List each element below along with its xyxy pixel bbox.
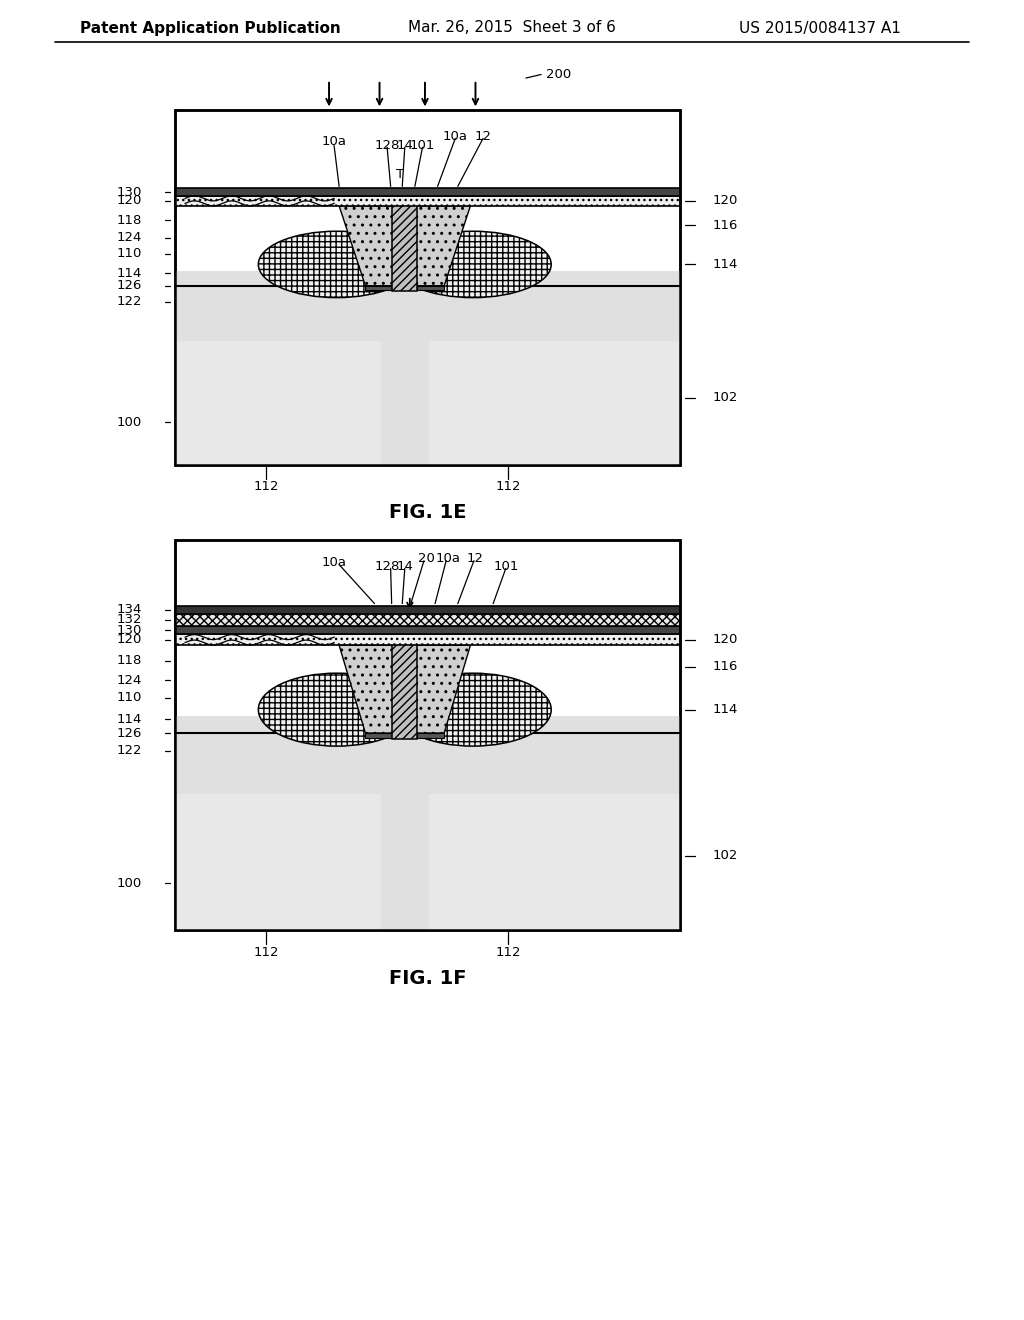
Text: 118: 118 xyxy=(117,655,142,668)
Text: 10a: 10a xyxy=(322,136,346,148)
Text: 112: 112 xyxy=(496,480,521,494)
Text: Patent Application Publication: Patent Application Publication xyxy=(80,21,340,36)
Text: 132: 132 xyxy=(117,614,142,627)
Polygon shape xyxy=(418,285,444,290)
Bar xyxy=(175,717,381,793)
Bar xyxy=(392,636,418,739)
Polygon shape xyxy=(366,285,392,290)
Text: 126: 126 xyxy=(117,280,142,292)
Text: 116: 116 xyxy=(713,219,738,232)
Text: 122: 122 xyxy=(117,296,142,308)
Bar xyxy=(429,717,680,793)
Polygon shape xyxy=(366,733,392,738)
Text: 114: 114 xyxy=(117,713,142,726)
Bar xyxy=(175,341,680,465)
Text: 116: 116 xyxy=(713,660,738,673)
Text: 114: 114 xyxy=(713,257,738,271)
Polygon shape xyxy=(339,206,470,285)
Text: 114: 114 xyxy=(117,267,142,280)
Text: 20: 20 xyxy=(418,552,434,565)
Ellipse shape xyxy=(394,673,551,746)
Text: 120: 120 xyxy=(117,634,142,647)
Bar xyxy=(392,198,418,290)
Text: 112: 112 xyxy=(253,480,279,494)
Text: 118: 118 xyxy=(117,214,142,227)
Bar xyxy=(175,540,680,931)
Bar xyxy=(175,187,680,195)
Ellipse shape xyxy=(394,231,551,297)
Ellipse shape xyxy=(258,673,415,746)
Text: 102: 102 xyxy=(713,391,738,404)
Bar xyxy=(175,540,680,931)
Text: FIG. 1E: FIG. 1E xyxy=(389,503,466,523)
Bar xyxy=(429,271,680,341)
Text: 120: 120 xyxy=(713,634,738,647)
Text: 110: 110 xyxy=(117,692,142,705)
Bar xyxy=(381,733,429,931)
Text: 130: 130 xyxy=(117,186,142,198)
Bar xyxy=(381,285,429,465)
Text: 10a: 10a xyxy=(442,131,468,143)
Text: 120: 120 xyxy=(117,194,142,207)
Text: 101: 101 xyxy=(494,560,518,573)
Bar xyxy=(175,606,680,614)
Text: 10a: 10a xyxy=(322,556,346,569)
Text: 134: 134 xyxy=(117,603,142,616)
Bar xyxy=(175,793,680,931)
Text: 112: 112 xyxy=(496,945,521,958)
Bar xyxy=(175,635,680,645)
Text: 14: 14 xyxy=(396,139,414,152)
Text: 101: 101 xyxy=(410,139,435,152)
Bar xyxy=(175,626,680,635)
Polygon shape xyxy=(339,645,470,733)
Polygon shape xyxy=(418,733,444,738)
Bar xyxy=(175,110,680,465)
Ellipse shape xyxy=(258,231,415,297)
Bar xyxy=(175,341,680,465)
Bar xyxy=(175,195,680,206)
Text: 12: 12 xyxy=(467,552,484,565)
Text: 12: 12 xyxy=(474,131,492,143)
Bar xyxy=(175,793,680,931)
Text: 124: 124 xyxy=(117,675,142,686)
Text: Mar. 26, 2015  Sheet 3 of 6: Mar. 26, 2015 Sheet 3 of 6 xyxy=(408,21,616,36)
Text: 10a: 10a xyxy=(435,552,460,565)
Text: 102: 102 xyxy=(713,849,738,862)
Text: 200: 200 xyxy=(546,69,571,81)
Text: 126: 126 xyxy=(117,726,142,739)
Text: 124: 124 xyxy=(117,231,142,244)
Text: US 2015/0084137 A1: US 2015/0084137 A1 xyxy=(739,21,901,36)
Text: 114: 114 xyxy=(713,704,738,717)
Bar xyxy=(175,614,680,626)
Bar xyxy=(175,271,381,341)
Text: 112: 112 xyxy=(253,945,279,958)
Text: 128: 128 xyxy=(375,139,399,152)
Text: 14: 14 xyxy=(396,560,414,573)
Text: 122: 122 xyxy=(117,744,142,758)
Text: T: T xyxy=(395,168,403,181)
Bar xyxy=(175,110,680,465)
Text: 120: 120 xyxy=(713,194,738,207)
Text: FIG. 1F: FIG. 1F xyxy=(389,969,466,987)
Text: 110: 110 xyxy=(117,247,142,260)
Text: 100: 100 xyxy=(117,416,142,429)
Text: 128: 128 xyxy=(375,560,399,573)
Text: 100: 100 xyxy=(117,876,142,890)
Text: 130: 130 xyxy=(117,623,142,636)
